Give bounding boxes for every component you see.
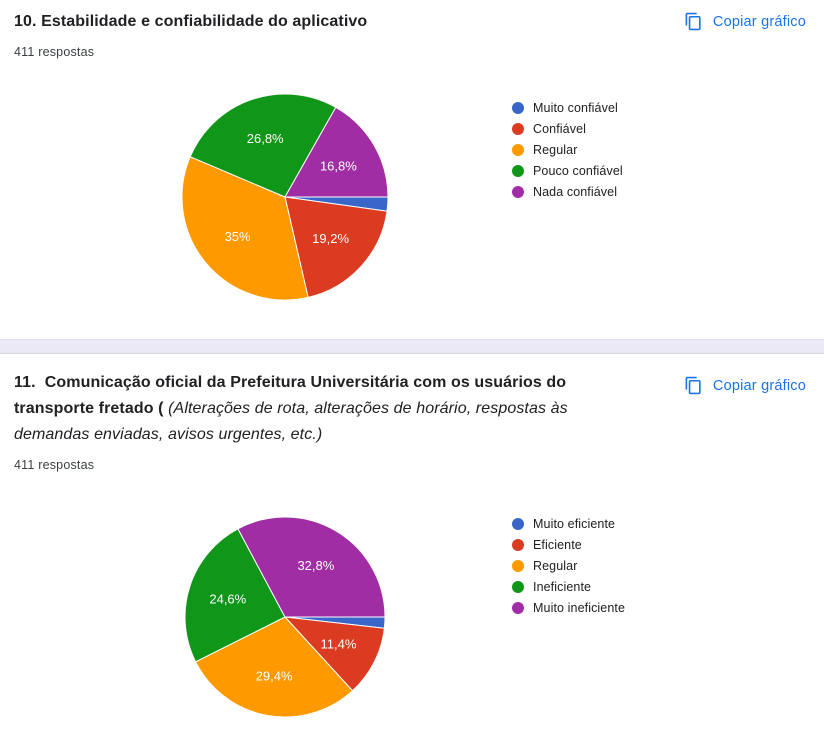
pie-slice-label: 26,8% [247,131,284,146]
copy-chart-button[interactable]: Copiar gráfico [684,12,806,31]
legend-color-dot [512,164,524,177]
pie-slice-label: 29,4% [256,669,293,684]
legend-label: Ineficiente [533,579,592,594]
legend-item: Confiável [512,118,623,139]
question-title: 10. Estabilidade e confiabilidade do apl… [14,9,367,35]
pie-slice-1 [284,196,388,298]
pie-slice-label: 32,8% [297,558,334,573]
question-title: 11. Comunicação oficial da Prefeitura Un… [14,370,639,448]
copy-chart-label: Copiar gráfico [712,13,806,30]
legend-label: Pouco confiável [533,163,623,178]
responses-count: 411 respostas [14,45,95,59]
pie-slice-1 [283,616,385,692]
section-divider [0,339,824,354]
legend-label: Muito confiável [533,100,618,115]
legend-color-dot [512,185,524,198]
pie-slice-label: 11,4% [321,637,357,652]
legend-color-dot [512,559,524,572]
pie-slice-label: 24,6% [209,591,246,606]
legend-item: Eficiente [512,534,625,555]
copy-icon [684,376,703,395]
legend-label: Nada confiável [533,184,618,199]
legend-color-dot [512,101,524,114]
legend-color-dot [512,601,524,614]
legend-label: Confiável [533,121,587,136]
legend-item: Regular [512,555,625,576]
chart-legend: Muito confiável Confiável Regular Pouco con… [512,97,623,202]
pie-slice-label: 16,8% [320,158,357,173]
legend-label: Regular [533,558,578,573]
question-block-11: 11. Comunicação oficial da Prefeitura Un… [0,354,824,729]
copy-chart-label: Copiar gráfico [712,377,806,394]
legend-color-dot [512,580,524,593]
legend-item: Muito confiável [512,97,623,118]
copy-icon [684,12,703,31]
pie-slice-2 [181,156,309,301]
pie-chart-question-11: 11,4% 29,4% 24,6% 32,8% [184,516,386,718]
pie-chart-question-10: 19,2% 35% 26,8% 16,8% [181,93,389,301]
legend-label: Muito eficiente [533,516,616,531]
copy-chart-button[interactable]: Copiar gráfico [684,376,806,395]
pie-slice-4 [237,516,386,618]
question-block-10: 10. Estabilidade e confiabilidade do apl… [0,0,824,339]
legend-label: Eficiente [533,537,582,552]
question-title-note: (Alterações de rota, alterações de horár… [14,400,573,443]
legend-label: Muito ineficiente [533,600,626,615]
legend-item: Muito eficiente [512,513,625,534]
pie-slice-label: 35% [225,229,251,244]
legend-item: Muito ineficiente [512,597,625,618]
legend-color-dot [512,538,524,551]
pie-slice-4 [284,106,389,198]
responses-count: 411 respostas [14,458,95,472]
legend-item: Ineficiente [512,576,625,597]
pie-slice-2 [194,616,354,718]
question-title-text: 10. Estabilidade e confiabilidade do apl… [14,13,368,30]
question-title-text: 11. Comunicação oficial da Prefeitura Un… [14,374,571,417]
chart-legend: Muito eficiente Eficiente Regular Ineficien… [512,513,625,618]
legend-color-dot [512,122,524,135]
pie-slice-label: 19,2% [312,231,349,246]
legend-color-dot [512,143,524,156]
legend-color-dot [512,517,524,530]
legend-item: Nada confiável [512,181,623,202]
legend-label: Regular [533,142,578,157]
legend-item: Pouco confiável [512,160,623,181]
legend-item: Regular [512,139,623,160]
pie-slice-3 [184,528,286,663]
